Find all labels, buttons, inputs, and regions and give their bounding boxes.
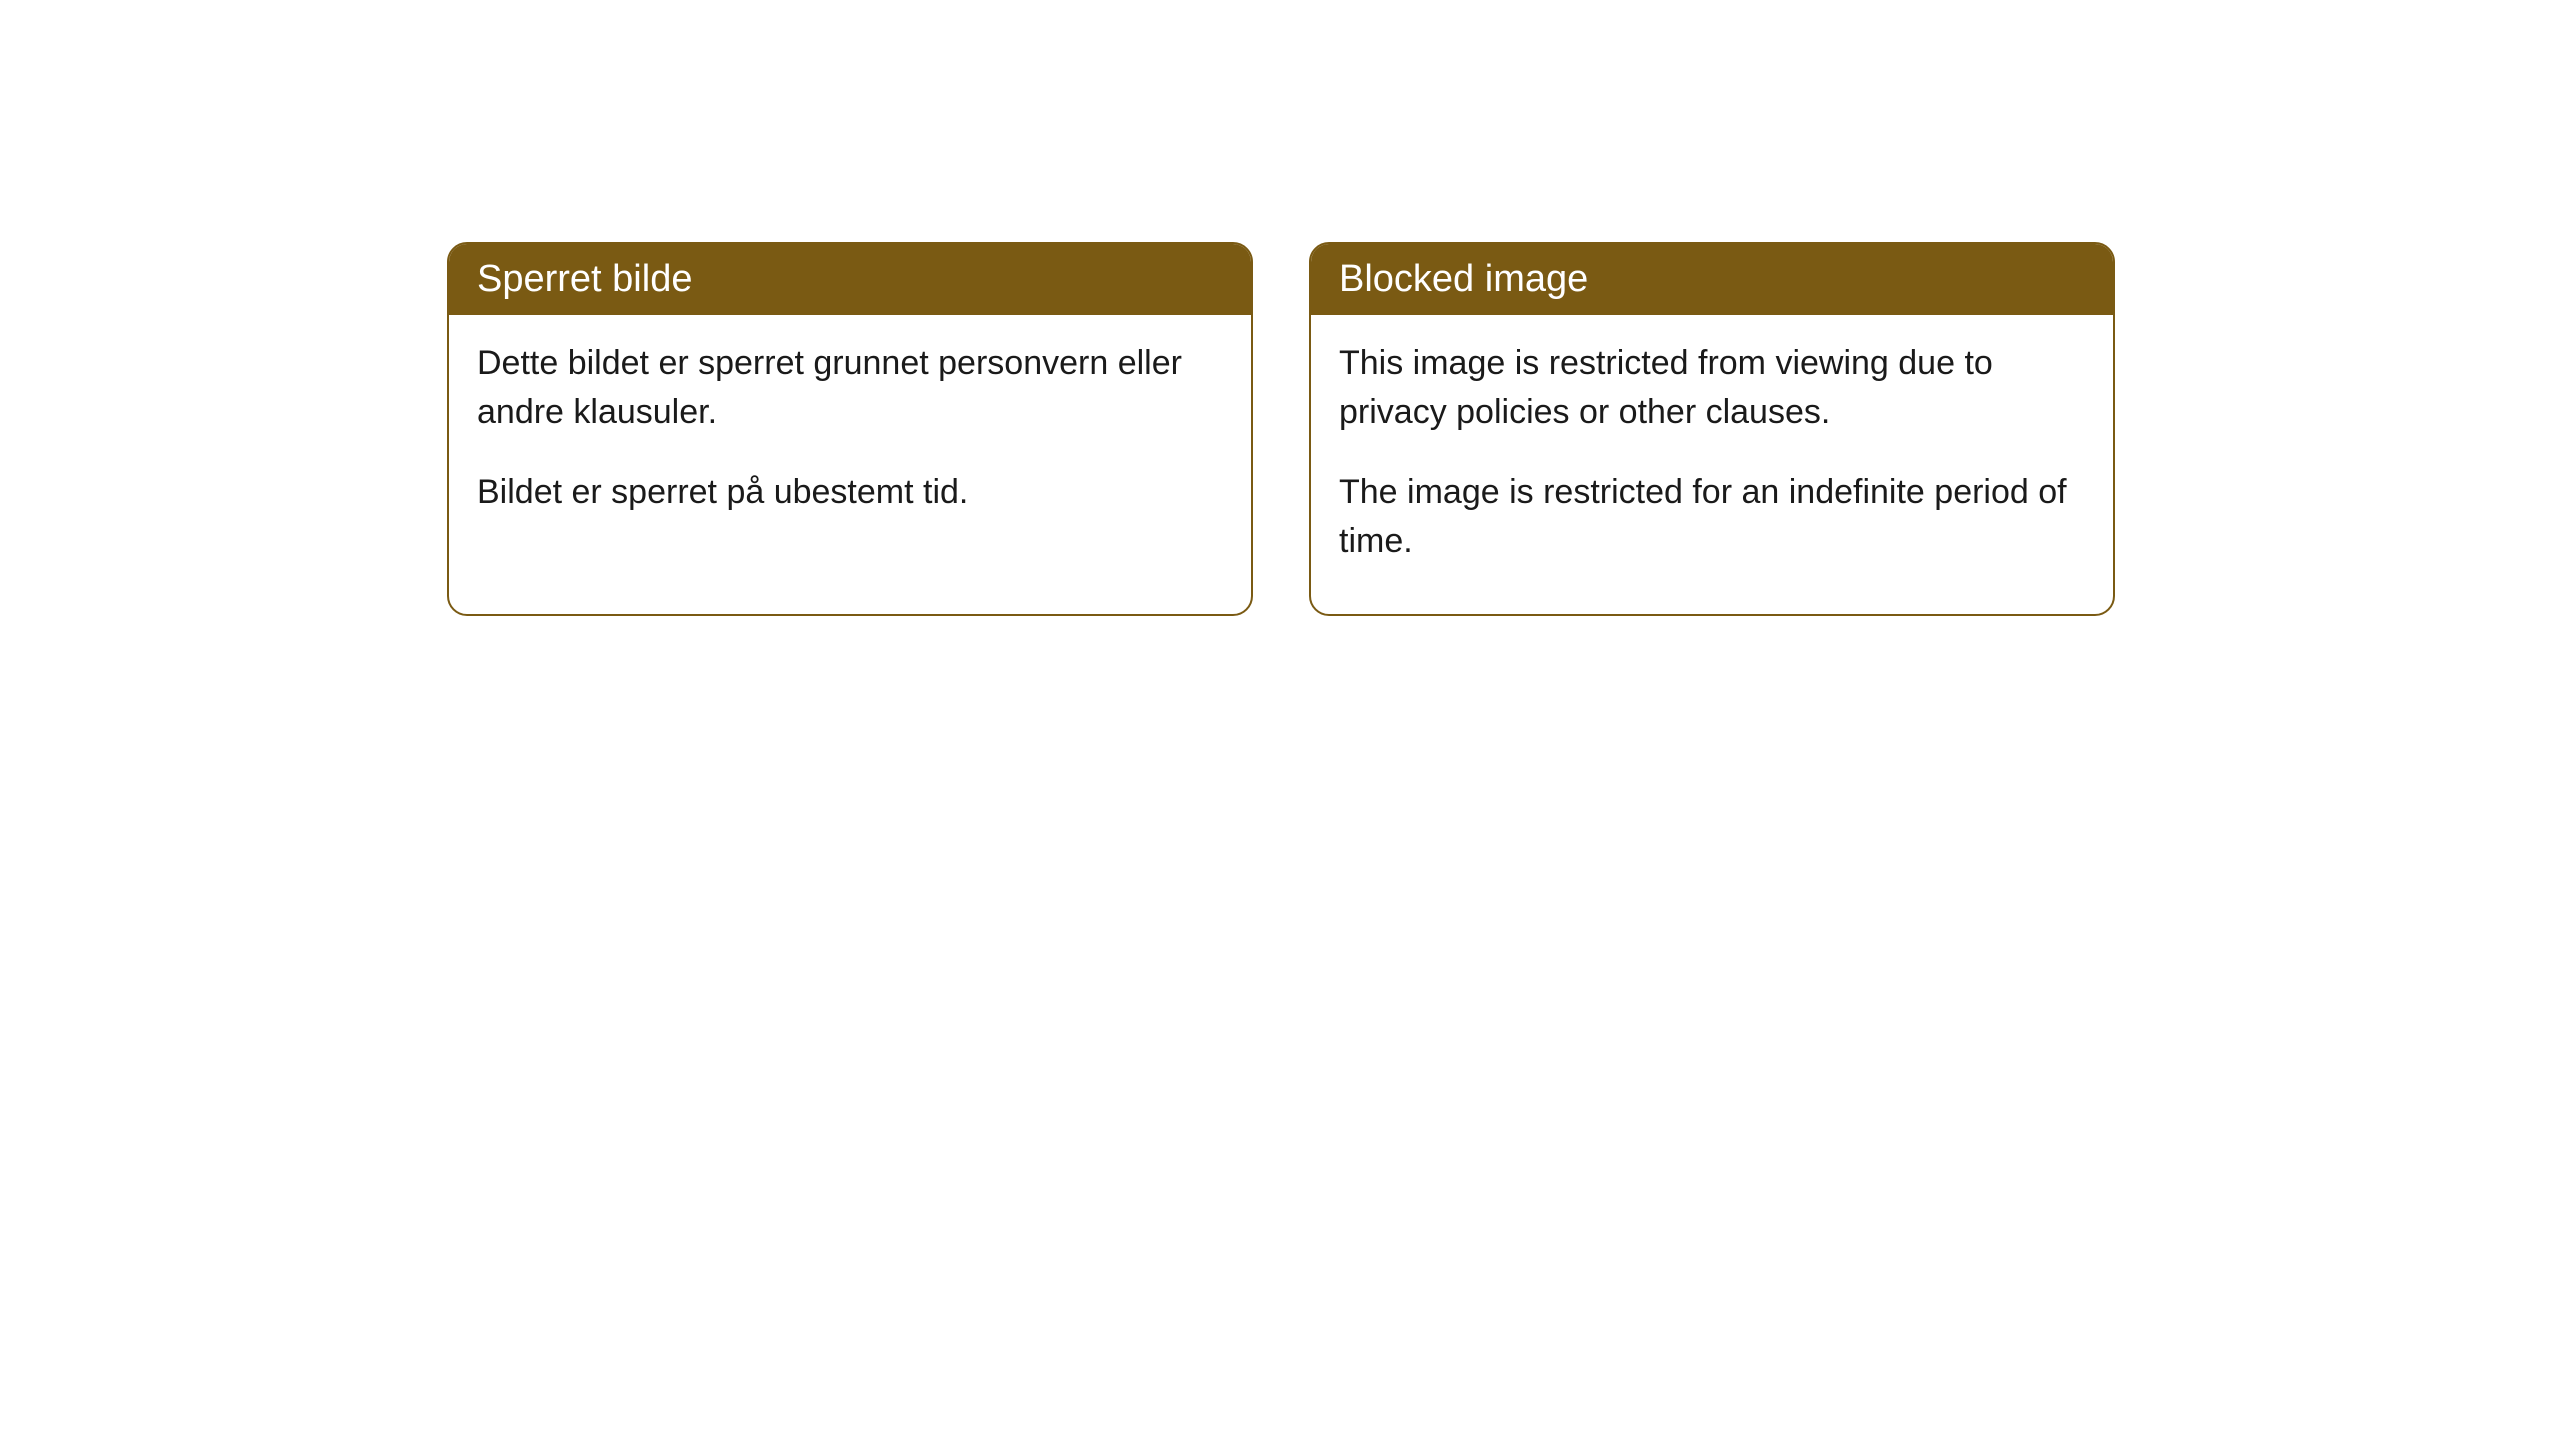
card-title: Blocked image	[1339, 258, 1588, 300]
card-body-english: This image is restricted from viewing du…	[1311, 315, 2113, 614]
card-title: Sperret bilde	[477, 258, 692, 300]
card-paragraph: Bildet er sperret på ubestemt tid.	[477, 468, 1223, 517]
card-paragraph: This image is restricted from viewing du…	[1339, 339, 2085, 438]
card-paragraph: Dette bildet er sperret grunnet personve…	[477, 339, 1223, 438]
notice-card-norwegian: Sperret bilde Dette bildet er sperret gr…	[447, 242, 1253, 616]
card-body-norwegian: Dette bildet er sperret grunnet personve…	[449, 315, 1251, 565]
card-header-norwegian: Sperret bilde	[449, 244, 1251, 315]
card-paragraph: The image is restricted for an indefinit…	[1339, 468, 2085, 567]
notice-cards-container: Sperret bilde Dette bildet er sperret gr…	[447, 242, 2115, 616]
notice-card-english: Blocked image This image is restricted f…	[1309, 242, 2115, 616]
card-header-english: Blocked image	[1311, 244, 2113, 315]
